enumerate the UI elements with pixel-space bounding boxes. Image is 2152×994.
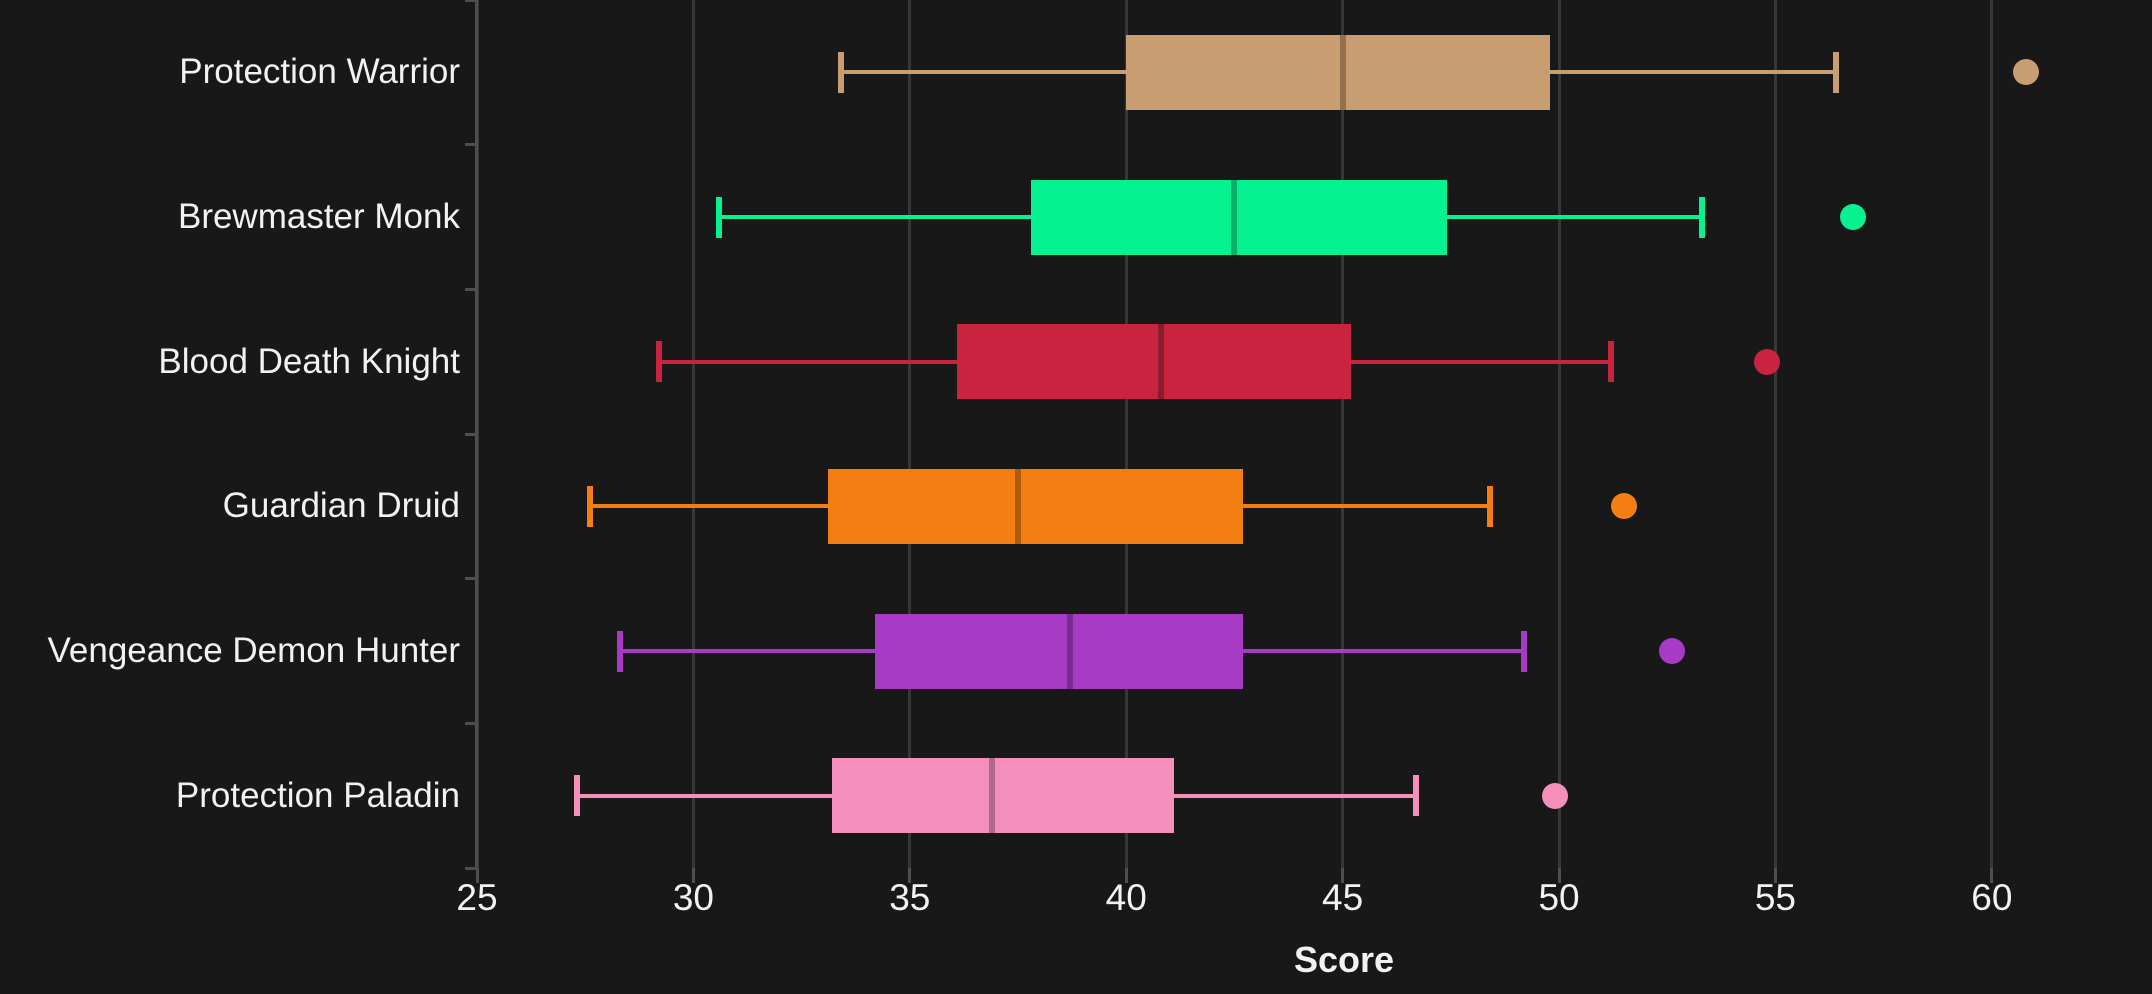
median-line: [1157, 324, 1164, 400]
box-iqr: [1031, 179, 1447, 255]
x-axis-tick: [475, 868, 479, 883]
whisker-lower-line: [576, 793, 832, 798]
outlier-point: [2013, 59, 2040, 86]
x-axis-tick-label: 45: [1322, 877, 1364, 918]
outlier-point: [1541, 782, 1568, 809]
gridline: [1773, 0, 1777, 868]
whisker-lower-cap: [655, 341, 662, 383]
y-axis-tick: [465, 577, 476, 581]
whisker-lower-line: [840, 70, 1127, 75]
y-axis-tick: [465, 143, 476, 147]
y-axis-tick: [465, 721, 476, 725]
y-axis-tick: [465, 432, 476, 436]
x-axis-tick-label: 35: [889, 877, 931, 918]
whisker-lower-line: [589, 504, 828, 509]
box-iqr: [875, 613, 1244, 689]
outlier-point: [1840, 204, 1867, 230]
y-axis-category-label: Protection Warrior: [179, 52, 460, 92]
median-line: [1231, 179, 1238, 255]
x-axis-tick: [1341, 868, 1345, 883]
whisker-upper-line: [1243, 504, 1490, 509]
x-axis-tick-label: 25: [456, 877, 498, 918]
whisker-upper-line: [1550, 70, 1837, 75]
x-axis-tick: [1557, 868, 1561, 883]
whisker-lower-line: [719, 215, 1031, 219]
x-axis-tick-label: 50: [1538, 877, 1580, 918]
outlier-point: [1610, 493, 1637, 520]
x-axis-tick: [691, 868, 695, 883]
gridline: [908, 0, 912, 868]
gridline: [691, 0, 695, 868]
y-axis-category-label: Vengeance Demon Hunter: [47, 631, 461, 670]
box-iqr: [957, 324, 1352, 400]
median-line: [1339, 34, 1346, 110]
whisker-upper-cap: [1833, 51, 1840, 93]
outlier-point: [1753, 348, 1780, 375]
y-axis-tick: [465, 866, 476, 870]
y-axis-category-label: Protection Paladin: [175, 775, 460, 815]
x-axis-tick-label: 55: [1754, 877, 1797, 918]
whisker-lower-line: [658, 359, 958, 364]
x-axis-title: Score: [1293, 939, 1395, 980]
whisker-upper-line: [1351, 359, 1611, 364]
outlier-point: [1658, 638, 1685, 664]
box-iqr: [1126, 34, 1551, 110]
whisker-lower-cap: [616, 630, 623, 672]
x-axis-tick: [908, 868, 912, 883]
whisker-lower-cap: [573, 775, 580, 817]
median-line: [989, 758, 996, 834]
x-axis-tick-label: 30: [672, 877, 714, 918]
x-axis-tick-label: 60: [1971, 877, 2013, 918]
y-axis-category-label: Guardian Druid: [222, 486, 460, 526]
x-axis-tick: [1773, 868, 1777, 883]
whisker-lower-cap: [716, 196, 723, 238]
y-axis-category-label: Brewmaster Monk: [177, 197, 460, 236]
y-axis-line: [475, 0, 478, 868]
gridline: [1341, 0, 1345, 868]
x-axis-tick: [1990, 868, 1994, 883]
whisker-upper-cap: [1607, 341, 1614, 383]
whisker-upper-cap: [1698, 196, 1705, 238]
y-axis-tick: [465, 287, 476, 291]
gridline: [1124, 0, 1128, 868]
box-iqr: [831, 758, 1174, 834]
whisker-upper-line: [1243, 649, 1525, 653]
median-line: [1066, 613, 1073, 689]
y-axis-category-label: Blood Death Knight: [158, 341, 460, 381]
whisker-upper-line: [1446, 215, 1702, 219]
whisker-lower-cap: [586, 485, 593, 527]
x-axis-tick: [1124, 868, 1128, 883]
whisker-upper-cap: [1413, 775, 1420, 817]
whisker-lower-line: [619, 649, 876, 653]
whisker-upper-line: [1173, 793, 1417, 798]
box-iqr: [827, 468, 1244, 544]
gridline: [1557, 0, 1561, 868]
gridline: [1990, 0, 1994, 868]
median-line: [1015, 468, 1022, 544]
whisker-upper-cap: [1521, 630, 1528, 672]
whisker-upper-cap: [1486, 485, 1493, 527]
whisker-lower-cap: [837, 51, 844, 93]
x-axis-tick-label: 40: [1105, 877, 1147, 918]
y-axis-tick: [465, 0, 476, 2]
